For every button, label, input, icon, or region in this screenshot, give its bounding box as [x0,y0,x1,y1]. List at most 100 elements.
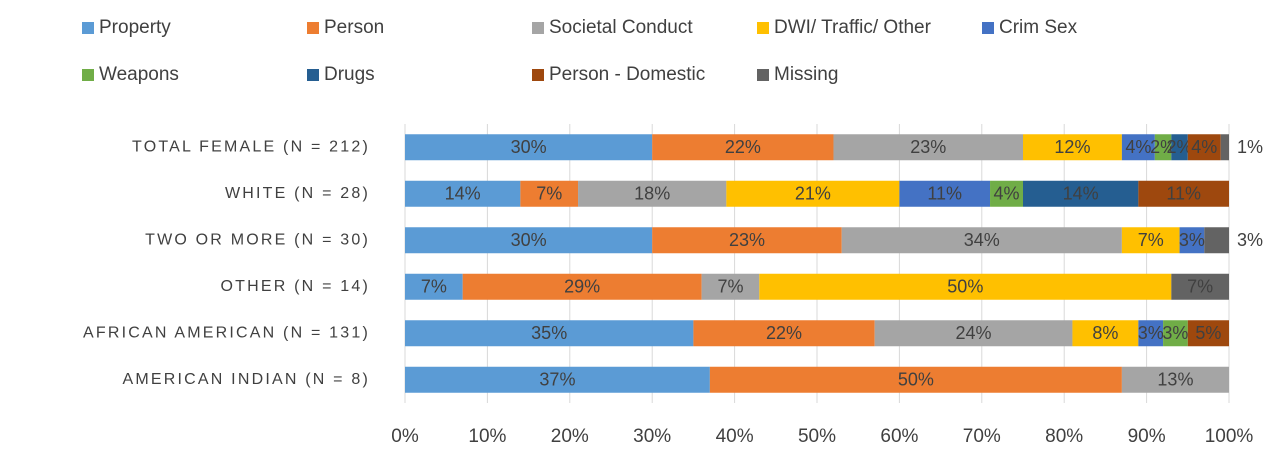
data-label: 14% [445,184,481,204]
bar-segment [709,366,1122,393]
data-label: 3% [1138,323,1164,343]
bar-segment [1187,320,1229,347]
x-tick-label: 50% [798,426,836,447]
bar-segment [1072,320,1139,347]
bar-segment [701,273,760,300]
data-label: 4% [1125,137,1151,157]
data-label: 23% [910,137,946,157]
bar-segment [1179,227,1205,254]
data-label: 4% [1191,137,1217,157]
x-tick-label: 60% [880,426,918,447]
legend-swatch [532,69,544,81]
data-label: 12% [1054,137,1090,157]
bar-segment [405,366,710,393]
data-label: 37% [539,370,575,390]
legend-swatch [307,22,319,34]
bar-segment [652,227,842,254]
bar-segment [1121,227,1180,254]
data-label: 30% [511,230,547,250]
data-label: 7% [717,277,743,297]
data-label: 7% [536,184,562,204]
bar-segment [1121,366,1229,393]
category-label: AFRICAN AMERICAN (N = 131) [83,324,370,341]
data-label: 50% [898,370,934,390]
bar-segment [1220,134,1229,161]
category-label: TOTAL FEMALE (N = 212) [132,138,370,155]
bar-segment [405,180,521,207]
bar-segment [1171,273,1229,300]
data-label: 11% [1166,184,1201,204]
bar-segment [1138,320,1164,347]
data-label: 3% [1237,230,1263,250]
bar-segment [1121,134,1155,161]
data-label: 22% [725,137,761,157]
category-label: AMERICAN INDIAN (N = 8) [122,371,370,388]
bar-segment [578,180,727,207]
x-tick-label: 30% [633,426,671,447]
data-label: 34% [964,230,1000,250]
bar-segment [1171,134,1188,161]
legend-swatch [532,22,544,34]
legend-swatch [82,69,94,81]
data-label: 13% [1157,370,1193,390]
bar-segment [841,227,1122,254]
legend-swatch [982,22,994,34]
legend-label: Crim Sex [999,17,1078,38]
bar-segment [1204,227,1229,254]
data-label: 35% [531,323,567,343]
bar-segment [1138,180,1229,207]
legend-label: Societal Conduct [549,17,693,38]
data-label: 23% [729,230,765,250]
x-tick-label: 80% [1045,426,1083,447]
data-label: 18% [634,184,670,204]
data-label: 7% [1187,277,1213,297]
legend-label: Person [324,17,384,38]
bar-segment [405,134,653,161]
bar-segment [405,320,694,347]
x-tick-label: 70% [963,426,1001,447]
bar-segment [1154,134,1172,161]
data-label: 21% [795,184,831,204]
category-label: OTHER (N = 14) [221,278,371,295]
bar-segment [462,273,702,300]
data-label: 24% [956,323,992,343]
x-tick-label: 90% [1128,426,1166,447]
x-tick-label: 100% [1205,426,1254,447]
x-tick-label: 10% [468,426,506,447]
bar-segment [874,320,1073,347]
legend-swatch [82,22,94,34]
data-label: 14% [1063,184,1099,204]
bar-segment [899,180,991,207]
data-label: 8% [1092,323,1118,343]
bar-segment [693,320,875,347]
legend-label: Weapons [99,64,179,85]
bar-segment [405,273,463,300]
x-tick-label: 0% [391,426,419,447]
bar-segment [759,273,1172,300]
legend-label: Person - Domestic [549,64,705,85]
data-label: 7% [1138,230,1164,250]
bar-segment [1023,134,1122,161]
x-tick-label: 40% [716,426,754,447]
bar-segment [520,180,579,207]
data-label: 2% [1167,137,1193,157]
data-label: 2% [1150,137,1176,157]
data-label: 7% [421,277,447,297]
bar-segment [990,180,1023,207]
bar-segment [726,180,900,207]
data-label: 11% [927,184,962,204]
category-label: WHITE (N = 28) [225,185,370,202]
bar-segment [405,227,653,254]
bar-segment [652,134,834,161]
legend-swatch [307,69,319,81]
data-label: 3% [1162,323,1188,343]
data-label: 1% [1237,137,1263,157]
legend-swatch [757,69,769,81]
category-label: TWO OR MORE (N = 30) [145,231,370,248]
bar-segment [1163,320,1188,347]
legend-label: Drugs [324,64,375,85]
x-tick-label: 20% [551,426,589,447]
legend-swatch [757,22,769,34]
legend-label: Property [99,17,171,38]
